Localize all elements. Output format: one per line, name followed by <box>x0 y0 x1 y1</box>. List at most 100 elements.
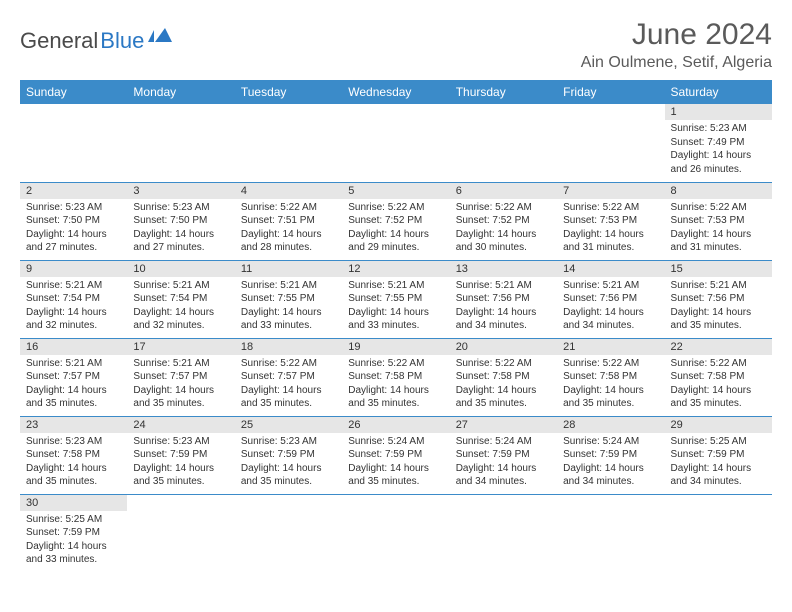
sunrise-line: Sunrise: 5:23 AM <box>671 122 766 136</box>
day-number: 15 <box>665 261 772 277</box>
day-detail: Sunrise: 5:21 AMSunset: 7:57 PMDaylight:… <box>127 355 234 415</box>
calendar-cell-empty <box>127 104 234 182</box>
sunset-line: Sunset: 7:59 PM <box>348 448 443 462</box>
day-detail: Sunrise: 5:24 AMSunset: 7:59 PMDaylight:… <box>342 433 449 493</box>
day-number: 27 <box>450 417 557 433</box>
title-block: June 2024 Ain Oulmene, Setif, Algeria <box>581 18 772 72</box>
weekday-header: Monday <box>127 80 234 104</box>
weekday-header: Thursday <box>450 80 557 104</box>
day-detail: Sunrise: 5:24 AMSunset: 7:59 PMDaylight:… <box>557 433 664 493</box>
day-number: 9 <box>20 261 127 277</box>
sunset-line: Sunset: 7:53 PM <box>671 214 766 228</box>
sunrise-line: Sunrise: 5:21 AM <box>456 279 551 293</box>
calendar-cell: 25Sunrise: 5:23 AMSunset: 7:59 PMDayligh… <box>235 416 342 494</box>
sunset-line: Sunset: 7:56 PM <box>456 292 551 306</box>
sunset-line: Sunset: 7:59 PM <box>241 448 336 462</box>
day-detail: Sunrise: 5:21 AMSunset: 7:56 PMDaylight:… <box>450 277 557 337</box>
sunrise-line: Sunrise: 5:25 AM <box>26 513 121 527</box>
day-number: 2 <box>20 183 127 199</box>
day-detail: Sunrise: 5:22 AMSunset: 7:52 PMDaylight:… <box>450 199 557 259</box>
sunset-line: Sunset: 7:58 PM <box>671 370 766 384</box>
day-number: 11 <box>235 261 342 277</box>
day-detail: Sunrise: 5:22 AMSunset: 7:53 PMDaylight:… <box>557 199 664 259</box>
day-detail: Sunrise: 5:22 AMSunset: 7:58 PMDaylight:… <box>342 355 449 415</box>
calendar-cell-empty <box>557 494 664 572</box>
sunset-line: Sunset: 7:52 PM <box>456 214 551 228</box>
sunrise-line: Sunrise: 5:22 AM <box>563 201 658 215</box>
sunrise-line: Sunrise: 5:22 AM <box>348 201 443 215</box>
day-detail: Sunrise: 5:21 AMSunset: 7:57 PMDaylight:… <box>20 355 127 415</box>
daylight-line: Daylight: 14 hours and 35 minutes. <box>241 384 336 411</box>
calendar-cell: 22Sunrise: 5:22 AMSunset: 7:58 PMDayligh… <box>665 338 772 416</box>
day-detail: Sunrise: 5:21 AMSunset: 7:54 PMDaylight:… <box>127 277 234 337</box>
weekday-header: Wednesday <box>342 80 449 104</box>
daylight-line: Daylight: 14 hours and 32 minutes. <box>26 306 121 333</box>
calendar-cell: 17Sunrise: 5:21 AMSunset: 7:57 PMDayligh… <box>127 338 234 416</box>
daylight-line: Daylight: 14 hours and 29 minutes. <box>348 228 443 255</box>
daylight-line: Daylight: 14 hours and 31 minutes. <box>563 228 658 255</box>
sunrise-line: Sunrise: 5:24 AM <box>563 435 658 449</box>
day-detail: Sunrise: 5:22 AMSunset: 7:53 PMDaylight:… <box>665 199 772 259</box>
sunrise-line: Sunrise: 5:22 AM <box>241 357 336 371</box>
sunrise-line: Sunrise: 5:23 AM <box>26 201 121 215</box>
calendar-body: 1Sunrise: 5:23 AMSunset: 7:49 PMDaylight… <box>20 104 772 572</box>
calendar-cell: 16Sunrise: 5:21 AMSunset: 7:57 PMDayligh… <box>20 338 127 416</box>
day-number: 12 <box>342 261 449 277</box>
sunset-line: Sunset: 7:57 PM <box>241 370 336 384</box>
daylight-line: Daylight: 14 hours and 32 minutes. <box>133 306 228 333</box>
sunrise-line: Sunrise: 5:23 AM <box>26 435 121 449</box>
day-detail: Sunrise: 5:21 AMSunset: 7:56 PMDaylight:… <box>557 277 664 337</box>
sunset-line: Sunset: 7:59 PM <box>671 448 766 462</box>
day-detail: Sunrise: 5:21 AMSunset: 7:55 PMDaylight:… <box>235 277 342 337</box>
calendar-cell: 19Sunrise: 5:22 AMSunset: 7:58 PMDayligh… <box>342 338 449 416</box>
day-detail: Sunrise: 5:23 AMSunset: 7:49 PMDaylight:… <box>665 120 772 180</box>
sunset-line: Sunset: 7:55 PM <box>241 292 336 306</box>
calendar-cell: 27Sunrise: 5:24 AMSunset: 7:59 PMDayligh… <box>450 416 557 494</box>
calendar-cell-empty <box>557 104 664 182</box>
daylight-line: Daylight: 14 hours and 35 minutes. <box>348 384 443 411</box>
weekday-header: Tuesday <box>235 80 342 104</box>
calendar-cell-empty <box>450 104 557 182</box>
calendar-cell: 21Sunrise: 5:22 AMSunset: 7:58 PMDayligh… <box>557 338 664 416</box>
logo-text-dark: General <box>20 28 98 54</box>
daylight-line: Daylight: 14 hours and 35 minutes. <box>133 384 228 411</box>
sunset-line: Sunset: 7:59 PM <box>563 448 658 462</box>
calendar-cell-empty <box>20 104 127 182</box>
day-number: 25 <box>235 417 342 433</box>
sunrise-line: Sunrise: 5:21 AM <box>671 279 766 293</box>
day-number: 28 <box>557 417 664 433</box>
day-detail: Sunrise: 5:23 AMSunset: 7:58 PMDaylight:… <box>20 433 127 493</box>
sunrise-line: Sunrise: 5:21 AM <box>26 357 121 371</box>
day-detail: Sunrise: 5:22 AMSunset: 7:57 PMDaylight:… <box>235 355 342 415</box>
sunset-line: Sunset: 7:56 PM <box>563 292 658 306</box>
calendar-cell: 13Sunrise: 5:21 AMSunset: 7:56 PMDayligh… <box>450 260 557 338</box>
day-number: 16 <box>20 339 127 355</box>
day-number: 17 <box>127 339 234 355</box>
sunset-line: Sunset: 7:54 PM <box>133 292 228 306</box>
sunset-line: Sunset: 7:55 PM <box>348 292 443 306</box>
sunset-line: Sunset: 7:53 PM <box>563 214 658 228</box>
daylight-line: Daylight: 14 hours and 35 minutes. <box>563 384 658 411</box>
sunrise-line: Sunrise: 5:21 AM <box>348 279 443 293</box>
calendar-cell: 6Sunrise: 5:22 AMSunset: 7:52 PMDaylight… <box>450 182 557 260</box>
sunrise-line: Sunrise: 5:22 AM <box>563 357 658 371</box>
calendar-cell-empty <box>342 494 449 572</box>
calendar-cell: 30Sunrise: 5:25 AMSunset: 7:59 PMDayligh… <box>20 494 127 572</box>
location-subtitle: Ain Oulmene, Setif, Algeria <box>581 54 772 72</box>
day-number: 23 <box>20 417 127 433</box>
day-number: 21 <box>557 339 664 355</box>
sunset-line: Sunset: 7:59 PM <box>26 526 121 540</box>
calendar-cell: 23Sunrise: 5:23 AMSunset: 7:58 PMDayligh… <box>20 416 127 494</box>
daylight-line: Daylight: 14 hours and 35 minutes. <box>348 462 443 489</box>
daylight-line: Daylight: 14 hours and 35 minutes. <box>133 462 228 489</box>
day-detail: Sunrise: 5:23 AMSunset: 7:50 PMDaylight:… <box>127 199 234 259</box>
day-detail: Sunrise: 5:22 AMSunset: 7:58 PMDaylight:… <box>665 355 772 415</box>
daylight-line: Daylight: 14 hours and 28 minutes. <box>241 228 336 255</box>
calendar-cell: 28Sunrise: 5:24 AMSunset: 7:59 PMDayligh… <box>557 416 664 494</box>
sunrise-line: Sunrise: 5:23 AM <box>241 435 336 449</box>
sunset-line: Sunset: 7:51 PM <box>241 214 336 228</box>
day-number: 8 <box>665 183 772 199</box>
calendar-cell-empty <box>127 494 234 572</box>
day-detail: Sunrise: 5:23 AMSunset: 7:59 PMDaylight:… <box>127 433 234 493</box>
day-number: 10 <box>127 261 234 277</box>
